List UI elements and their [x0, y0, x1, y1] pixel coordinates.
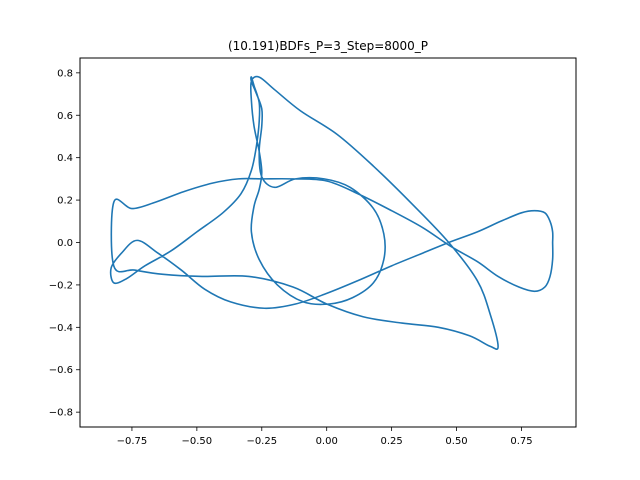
y-tick-label: 0.6 — [57, 111, 73, 122]
y-tick-label: 0.0 — [57, 238, 73, 249]
plot-area — [109, 75, 554, 350]
y-tick-label: 0.4 — [57, 153, 73, 164]
x-tick-label: 0.75 — [510, 436, 532, 447]
series-line-0 — [109, 75, 554, 350]
y-tick-label: 0.2 — [57, 196, 73, 207]
x-tick-label: −0.75 — [117, 436, 148, 447]
y-tick-label: 0.8 — [57, 68, 73, 79]
x-axis: −0.75 −0.50 −0.25 0.00 0.25 0.50 0.75 — [117, 427, 533, 447]
x-tick-label: 0.50 — [445, 436, 467, 447]
y-tick-label: −0.8 — [49, 408, 73, 419]
y-tick-label: −0.6 — [49, 365, 73, 376]
x-tick-label: −0.25 — [246, 436, 277, 447]
x-tick-label: 0.25 — [380, 436, 402, 447]
y-tick-label: −0.2 — [49, 280, 73, 291]
x-tick-label: −0.50 — [182, 436, 213, 447]
x-tick-label: 0.00 — [316, 436, 338, 447]
y-tick-label: −0.4 — [49, 323, 73, 334]
y-axis: −0.8 −0.6 −0.4 −0.2 0.0 0.2 0.4 0.6 0.8 — [49, 68, 80, 419]
chart-title: (10.191)BDFs_P=3_Step=8000_P — [228, 39, 428, 53]
